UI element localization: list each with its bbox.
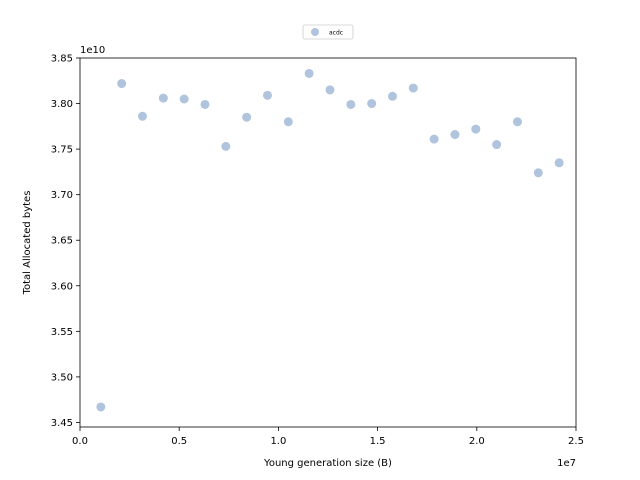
data-point — [471, 124, 481, 134]
y-tick-label: 3.65 — [51, 236, 73, 247]
data-point — [262, 90, 272, 100]
x-tick-label: 1.0 — [270, 436, 286, 447]
y-tick-label: 3.60 — [51, 281, 73, 292]
data-point — [346, 99, 356, 109]
legend-box — [302, 24, 354, 40]
data-point — [492, 140, 502, 150]
data-point — [554, 158, 564, 168]
y-tick-label: 3.70 — [51, 190, 73, 201]
data-point — [512, 117, 522, 127]
y-tick-label: 3.45 — [51, 418, 73, 429]
data-point — [450, 130, 460, 140]
x-tick-label: 2.0 — [469, 436, 485, 447]
x-axis-offset-label: 1e7 — [557, 458, 576, 469]
y-tick-label: 3.50 — [51, 372, 73, 383]
data-point — [242, 112, 252, 122]
data-point — [137, 111, 147, 121]
y-axis-label: Total Allocated bytes — [22, 191, 33, 296]
data-point — [429, 134, 439, 144]
data-point — [96, 402, 106, 412]
data-point — [179, 94, 189, 104]
data-point — [387, 91, 397, 101]
data-points — [96, 68, 564, 412]
legend-marker-acdc — [311, 28, 319, 36]
data-point — [283, 117, 293, 127]
x-axis-label: Young generation size (B) — [263, 458, 392, 469]
y-tick-label: 3.55 — [51, 327, 73, 338]
data-point — [325, 85, 335, 95]
legend: acdc — [302, 24, 354, 40]
data-point — [221, 141, 231, 151]
y-tick-label: 3.75 — [51, 145, 73, 156]
x-tick-label: 0.0 — [72, 436, 88, 447]
x-tick-label: 1.5 — [370, 436, 386, 447]
data-point — [158, 93, 168, 103]
data-point — [408, 83, 418, 93]
data-point — [304, 68, 314, 78]
y-tick-label: 3.80 — [51, 99, 73, 110]
x-tick-label: 0.5 — [171, 436, 187, 447]
plot-area — [79, 57, 577, 428]
y-axis-offset-label: 1e10 — [80, 45, 105, 56]
data-point — [200, 99, 210, 109]
data-point — [367, 99, 377, 109]
x-axis-ticks: 0.0 0.5 1.0 1.5 2.0 2.5 — [72, 427, 584, 447]
y-tick-label: 3.85 — [51, 54, 73, 65]
legend-label-acdc: acdc — [329, 30, 343, 37]
data-point — [533, 168, 543, 178]
y-axis-ticks: 3.45 3.50 3.55 3.60 3.65 3.70 3.75 3.80 3.85 — [51, 54, 80, 429]
data-point — [117, 79, 127, 89]
x-tick-label: 2.5 — [568, 436, 584, 447]
